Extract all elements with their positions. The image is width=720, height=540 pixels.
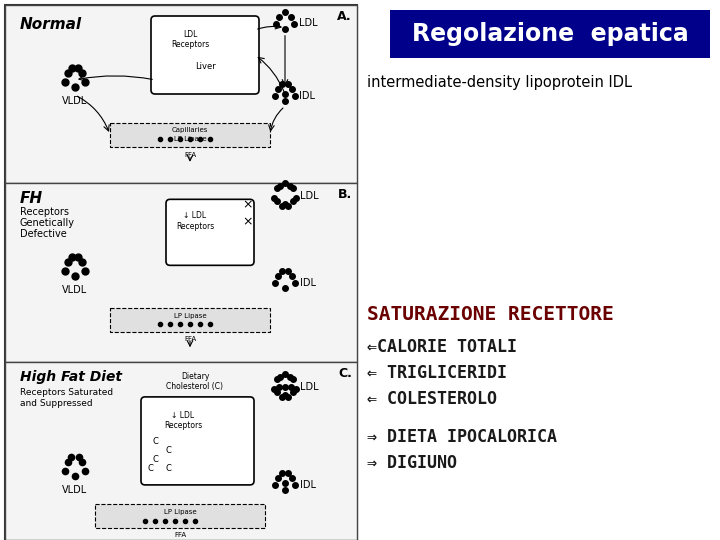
Bar: [5, 362, 357, 540]
Text: FFA: FFA: [184, 152, 196, 158]
Text: Receptors Saturated: Receptors Saturated: [20, 388, 113, 397]
Text: C.: C.: [338, 367, 352, 380]
Text: ×: ×: [242, 198, 253, 211]
Text: ⇐ TRIGLICERIDI: ⇐ TRIGLICERIDI: [367, 364, 507, 382]
Text: C: C: [152, 455, 158, 464]
Text: ⇒ DIETA IPOCALORICA: ⇒ DIETA IPOCALORICA: [367, 428, 557, 446]
Text: ↓ LDL
Receptors: ↓ LDL Receptors: [164, 411, 202, 430]
Text: ⇐CALORIE TOTALI: ⇐CALORIE TOTALI: [367, 338, 517, 356]
Text: intermediate-density lipoprotein IDL: intermediate-density lipoprotein IDL: [367, 75, 632, 90]
Text: IDL: IDL: [300, 279, 316, 288]
Text: Normal: Normal: [20, 17, 82, 32]
Bar: [95, 504, 265, 528]
Text: LDL: LDL: [300, 191, 319, 201]
Text: FFA: FFA: [184, 336, 196, 342]
Text: LP Lipase: LP Lipase: [174, 136, 207, 141]
Text: IDL: IDL: [299, 91, 315, 101]
Text: VLDL: VLDL: [63, 285, 88, 295]
Text: C: C: [165, 464, 171, 473]
FancyBboxPatch shape: [151, 16, 259, 94]
Bar: [5, 5, 357, 184]
Text: Receptors: Receptors: [20, 207, 69, 217]
Text: LDL: LDL: [300, 382, 319, 392]
Text: ↓ LDL
Receptors: ↓ LDL Receptors: [176, 211, 214, 231]
Text: VLDL: VLDL: [63, 96, 88, 106]
Bar: [5, 5, 357, 540]
Text: Dietary
Cholesterol (C): Dietary Cholesterol (C): [166, 372, 223, 391]
Text: C: C: [165, 447, 171, 455]
Text: Genetically: Genetically: [20, 218, 75, 228]
Text: Defective: Defective: [20, 230, 67, 239]
Bar: [5, 184, 357, 362]
Bar: [110, 123, 270, 147]
Text: C: C: [147, 464, 153, 473]
Bar: [110, 308, 270, 332]
Text: LP Lipase: LP Lipase: [163, 509, 197, 515]
Text: LDL: LDL: [299, 18, 318, 28]
FancyBboxPatch shape: [141, 397, 254, 485]
Text: ⇐ COLESTEROLO: ⇐ COLESTEROLO: [367, 390, 497, 408]
Text: LDL
Receptors: LDL Receptors: [171, 30, 209, 49]
Text: B.: B.: [338, 188, 352, 201]
Text: LP Lipase: LP Lipase: [174, 313, 207, 319]
Text: and Suppressed: and Suppressed: [20, 399, 93, 408]
Text: Regolazione  epatica: Regolazione epatica: [412, 22, 688, 46]
Text: FFA: FFA: [174, 532, 186, 538]
Text: SATURAZIONE RECETTORE: SATURAZIONE RECETTORE: [367, 305, 613, 324]
Text: High Fat Diet: High Fat Diet: [20, 370, 122, 383]
Text: ×: ×: [242, 215, 253, 228]
Text: A.: A.: [338, 10, 352, 23]
FancyBboxPatch shape: [166, 199, 254, 265]
Text: VLDL: VLDL: [63, 485, 88, 495]
Text: IDL: IDL: [300, 480, 316, 490]
Text: C: C: [152, 437, 158, 447]
Text: ⇒ DIGIUNO: ⇒ DIGIUNO: [367, 454, 457, 472]
Text: Liver: Liver: [194, 62, 215, 71]
Text: FH: FH: [20, 191, 43, 206]
Bar: [390, 10, 710, 58]
Text: Capillaries: Capillaries: [172, 127, 208, 133]
